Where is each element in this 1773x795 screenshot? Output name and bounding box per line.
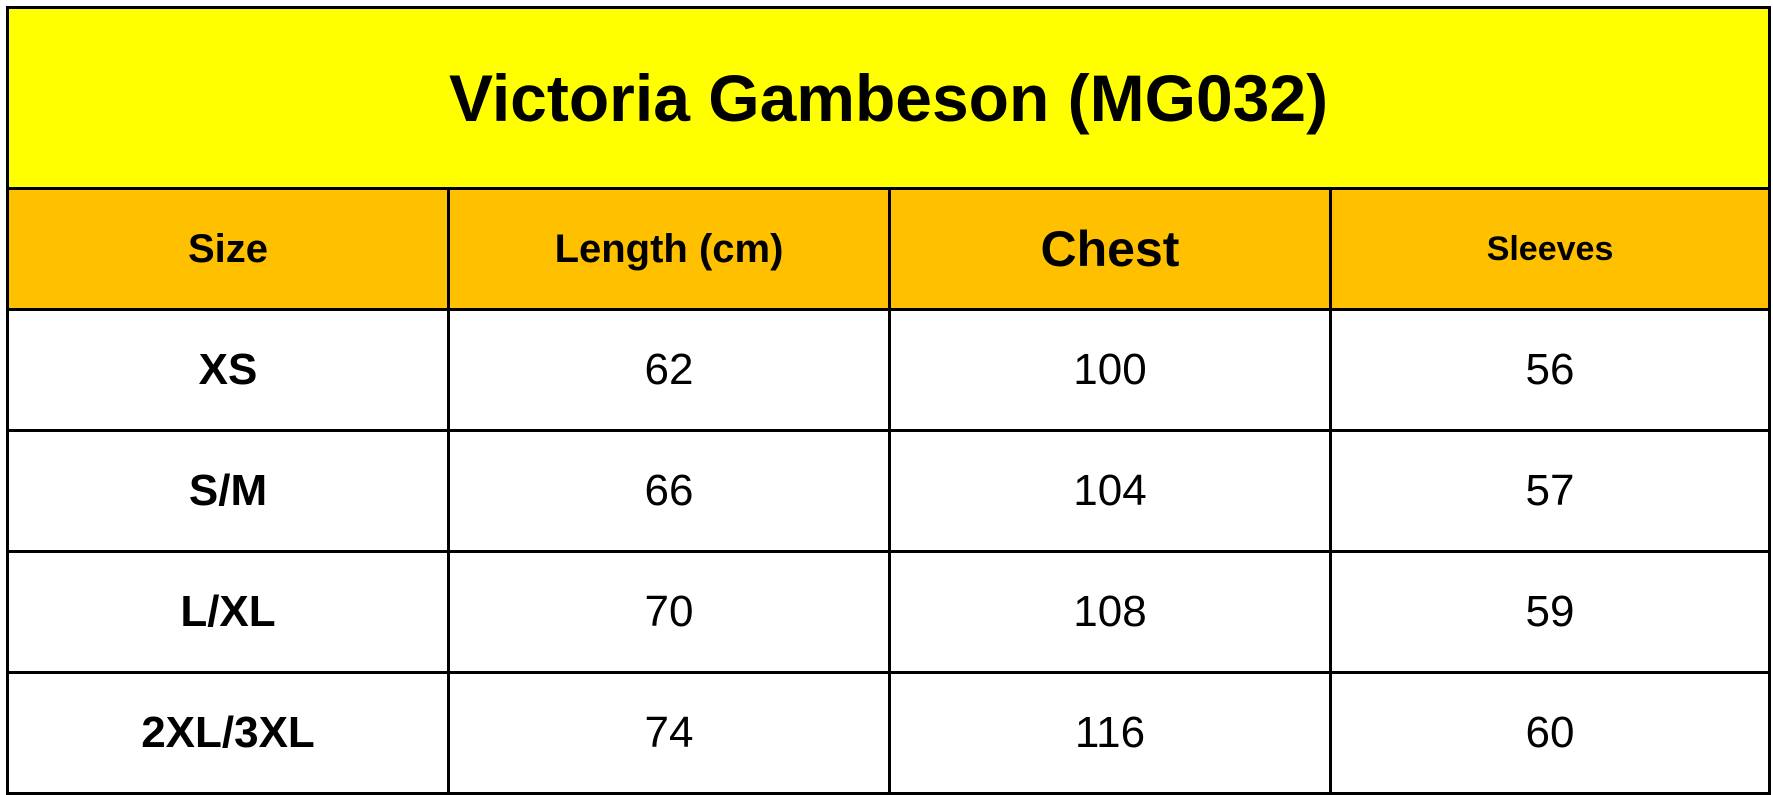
header-row: Size Length (cm) Chest Sleeves — [6, 187, 1772, 311]
cell-sleeves: 57 — [1328, 429, 1772, 553]
table-row: S/M 66 104 57 — [6, 429, 1772, 553]
cell-sleeves: 56 — [1328, 308, 1772, 432]
table-title: Victoria Gambeson (MG032) — [5, 6, 1772, 190]
cell-length: 74 — [447, 671, 891, 795]
cell-chest: 100 — [888, 308, 1332, 432]
cell-chest: 104 — [888, 429, 1332, 553]
table-row: L/XL 70 108 59 — [6, 550, 1772, 674]
cell-sleeves: 59 — [1328, 550, 1772, 674]
header-size: Size — [6, 187, 450, 311]
cell-chest: 116 — [888, 671, 1332, 795]
cell-size: 2XL/3XL — [6, 671, 450, 795]
cell-chest: 108 — [888, 550, 1332, 674]
header-sleeves: Sleeves — [1328, 187, 1772, 311]
size-chart-table: Victoria Gambeson (MG032) Size Length (c… — [5, 6, 1772, 795]
cell-size: XS — [6, 308, 450, 432]
cell-length: 62 — [447, 308, 891, 432]
cell-size: L/XL — [6, 550, 450, 674]
cell-sleeves: 60 — [1328, 671, 1772, 795]
table-row: 2XL/3XL 74 116 60 — [6, 671, 1772, 795]
table-row: XS 62 100 56 — [6, 308, 1772, 432]
cell-length: 70 — [447, 550, 891, 674]
header-chest: Chest — [888, 187, 1332, 311]
cell-size: S/M — [6, 429, 450, 553]
header-length: Length (cm) — [447, 187, 891, 311]
cell-length: 66 — [447, 429, 891, 553]
